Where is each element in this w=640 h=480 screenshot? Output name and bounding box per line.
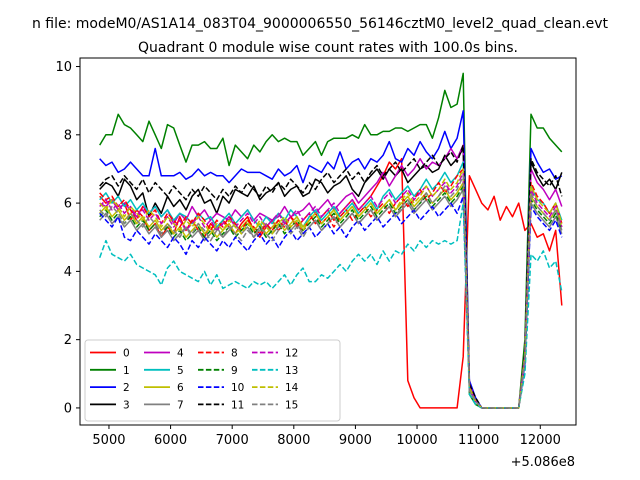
figure-suptitle: n file: modeM0/AS1A14_083T04_9000006550_… (32, 16, 609, 32)
plot-area: 5000 6000 7000 8000 9000 10000 11000 12000 0 2 4 6… (55, 57, 577, 470)
y-tick-label: 6 (64, 197, 72, 212)
legend-label-1: 1 (123, 365, 130, 377)
x-tick-label: 5000 (92, 433, 125, 448)
y-axis: 0 2 4 6 8 10 (55, 60, 80, 416)
series-line-12 (99, 171, 563, 409)
x-tick-label: 12000 (520, 433, 561, 448)
x-tick-label: 11000 (458, 433, 499, 448)
legend-label-7: 7 (177, 399, 184, 411)
x-tick-label: 8000 (277, 433, 310, 448)
series-line-11 (99, 144, 563, 409)
legend-label-14: 14 (285, 382, 299, 394)
y-tick-label: 10 (55, 60, 72, 75)
x-tick-label: 6000 (154, 433, 187, 448)
axes-frame (79, 57, 577, 426)
legend-label-10: 10 (231, 382, 244, 394)
legend-label-8: 8 (231, 348, 238, 360)
series-line-0 (99, 157, 563, 409)
legend-label-3: 3 (123, 399, 130, 411)
y-tick-label: 0 (64, 401, 72, 416)
x-axis: 5000 6000 7000 8000 9000 10000 11000 12000 (92, 425, 561, 448)
chart-title: Quadrant 0 module wise count rates with … (138, 40, 518, 56)
legend-label-5: 5 (177, 365, 184, 377)
legend-label-9: 9 (231, 365, 238, 377)
legend-label-2: 2 (123, 382, 130, 394)
series-line-13 (98, 202, 563, 409)
legend-label-15: 15 (285, 399, 298, 411)
legend-label-6: 6 (177, 382, 184, 394)
x-tick-label: 7000 (216, 433, 249, 448)
x-tick-label: 10000 (396, 433, 437, 448)
legend-label-12: 12 (285, 348, 298, 360)
x-tick-label: 9000 (339, 433, 372, 448)
legend-label-0: 0 (123, 348, 130, 360)
legend-label-13: 13 (285, 365, 298, 377)
series-layer (98, 72, 563, 409)
y-tick-label: 4 (64, 265, 72, 280)
y-tick-label: 8 (64, 128, 72, 143)
legend-label-4: 4 (177, 348, 184, 360)
x-axis-offset-text: +5.086e8 (511, 455, 575, 470)
legend-label-11: 11 (231, 399, 244, 411)
legend-box (84, 339, 341, 422)
y-tick-label: 2 (64, 333, 72, 348)
series-line-15 (99, 175, 563, 409)
